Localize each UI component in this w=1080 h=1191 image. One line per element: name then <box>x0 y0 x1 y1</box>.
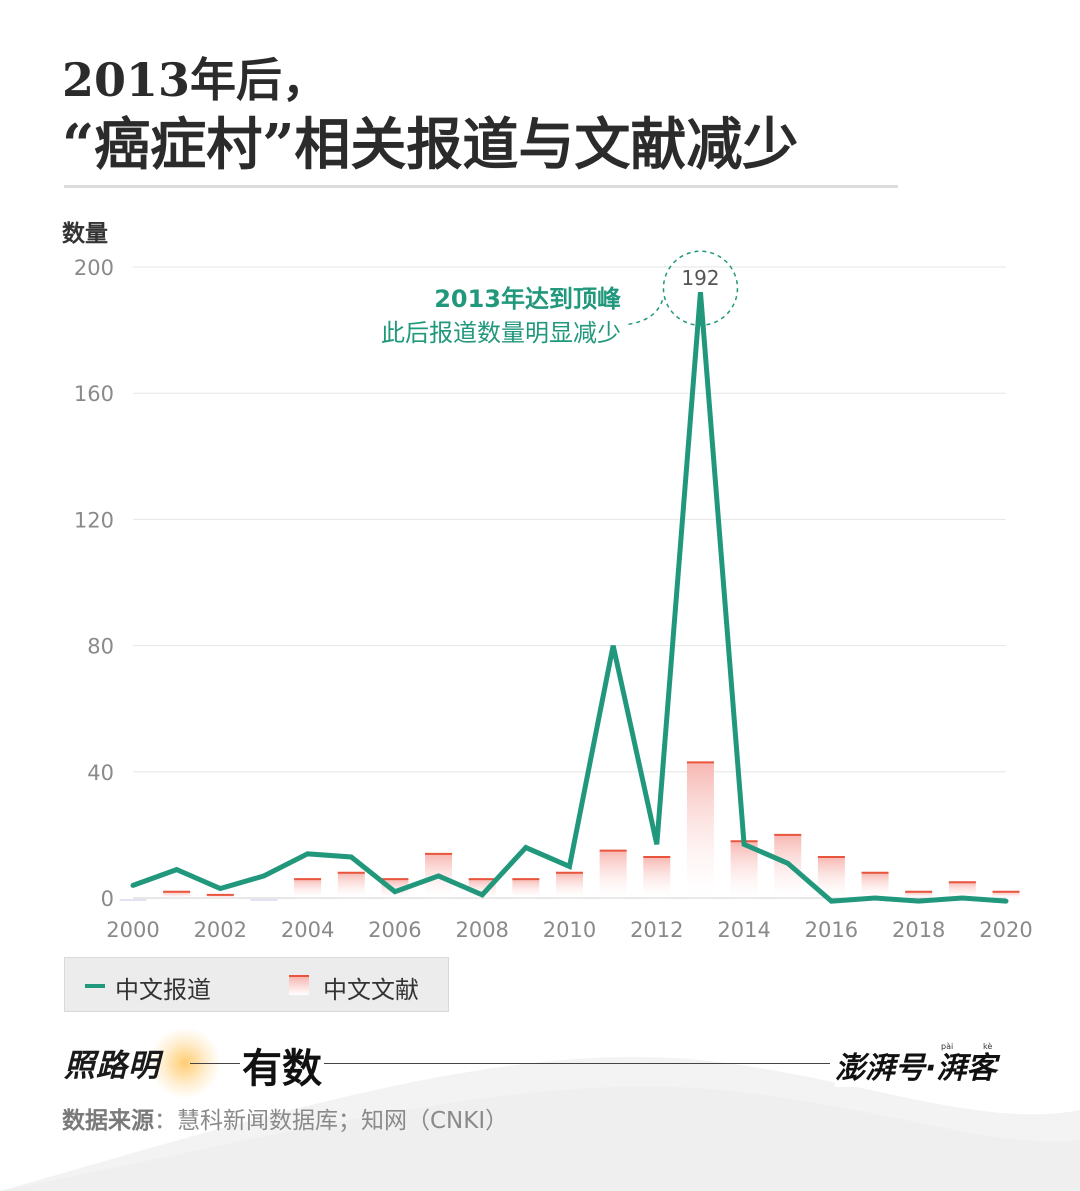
bar-2011 <box>599 850 627 898</box>
data-source-label: 数据来源 <box>62 1108 154 1134</box>
annotation-line2: 此后报道数量明显减少 <box>381 319 621 347</box>
x-tick-label: 2012 <box>630 918 683 942</box>
x-tick-label: 2014 <box>717 918 770 942</box>
bar-2017 <box>861 872 889 898</box>
peak-highlight-circle <box>662 250 739 326</box>
bar-2018 <box>905 891 933 898</box>
x-tick-label: 2020 <box>979 918 1032 942</box>
y-tick-label: 40 <box>87 761 114 785</box>
y-tick-label: 0 <box>101 887 114 911</box>
bar-2004 <box>294 879 322 898</box>
bar-2012 <box>643 856 671 898</box>
brand-divider <box>190 1063 830 1064</box>
bar-2009 <box>512 879 540 898</box>
background-wave <box>0 1056 1080 1191</box>
chart: 0 40 80 120 160 200 2000 2002 2004 2006 2008 2010 2… <box>74 250 1033 942</box>
legend-line-swatch <box>85 984 105 988</box>
bar-2010 <box>556 872 583 898</box>
brand-logo-youshu: 有数 <box>240 1036 324 1094</box>
annotation-line1: 2013年达到顶峰 <box>434 285 621 313</box>
peak-callout-connector <box>628 299 664 325</box>
brand-logo-zhaoluming: 照路明 <box>64 1048 160 1084</box>
peak-value-label: 192 <box>681 266 719 290</box>
x-tick-label: 2010 <box>543 918 596 942</box>
y-tick-label: 160 <box>74 382 114 406</box>
brand-pinyin-pai: pài <box>941 1042 954 1051</box>
legend: 中文报道 中文文献 <box>64 957 449 1012</box>
x-tick-label: 2018 <box>892 918 945 942</box>
x-tick-label: 2016 <box>805 918 858 942</box>
title-divider <box>64 185 898 188</box>
bar-2019 <box>948 882 976 898</box>
data-source: 数据来源：慧科新闻数据库；知网（CNKI） <box>62 1101 508 1135</box>
chart-title-line2: “癌症村”相关报道与文献减少 <box>62 112 799 178</box>
bar-2001 <box>163 891 191 898</box>
bar-2013 <box>686 762 714 898</box>
brand-pinyin-ke: kè <box>983 1042 993 1051</box>
y-tick-label: 200 <box>74 256 114 280</box>
y-tick-label: 120 <box>74 508 114 532</box>
x-tick-label: 2000 <box>106 918 159 942</box>
data-source-text: ：慧科新闻数据库；知网（CNKI） <box>154 1108 509 1134</box>
chart-title-line1: 2013年后， <box>62 53 329 107</box>
brand-logo-thepaper: 澎湃号·湃客 <box>835 1043 1001 1087</box>
x-tick-label: 2006 <box>368 918 421 942</box>
bar-2005 <box>337 872 365 898</box>
x-tick-label: 2004 <box>281 918 334 942</box>
bar-2020 <box>992 891 1020 898</box>
y-axis-label: 数量 <box>62 221 108 247</box>
y-tick-label: 80 <box>87 635 114 659</box>
legend-label-reports: 中文报道 <box>115 976 211 1004</box>
x-tick-label: 2002 <box>194 918 247 942</box>
legend-label-literature: 中文文献 <box>323 976 419 1004</box>
bar-2002 <box>206 894 234 898</box>
x-tick-label: 2008 <box>455 918 508 942</box>
series-line-reports <box>130 292 1009 904</box>
legend-bar-swatch <box>289 975 309 995</box>
